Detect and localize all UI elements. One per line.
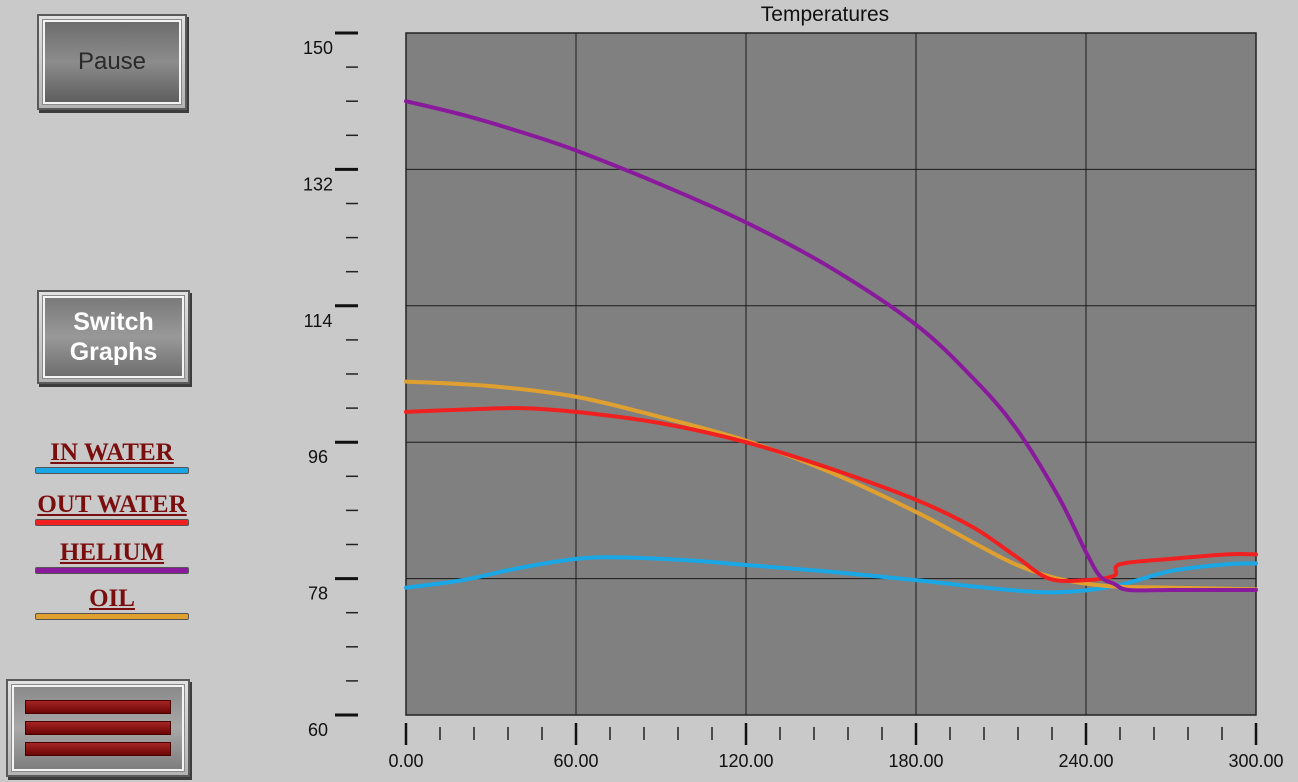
legend-label: OIL xyxy=(89,585,135,612)
y-tick-label: 96 xyxy=(308,447,328,467)
legend-swatch xyxy=(35,467,189,474)
legend-item-in-water: IN WATER xyxy=(30,440,194,474)
menu-button[interactable] xyxy=(6,679,190,777)
y-tick-label: 150 xyxy=(303,38,333,58)
switch-graphs-label: Switch Graphs xyxy=(69,308,158,366)
series-line-in-water xyxy=(404,555,1258,595)
y-tick-label: 78 xyxy=(308,584,328,604)
legend-label: HELIUM xyxy=(59,539,165,566)
pause-button[interactable]: Pause xyxy=(37,14,187,110)
legend-item-out-water: OUT WATER xyxy=(30,492,194,526)
legend-swatch xyxy=(35,519,189,526)
menu-bar-icon xyxy=(25,721,171,735)
legend-label: IN WATER xyxy=(50,439,174,466)
legend-swatch xyxy=(35,613,189,620)
legend-label: OUT WATER xyxy=(37,491,187,518)
y-tick-label: 132 xyxy=(303,174,333,194)
x-tick-label: 60.00 xyxy=(553,751,598,771)
y-tick-label: 60 xyxy=(308,720,328,740)
menu-bar-icon xyxy=(25,742,171,756)
x-tick-label: 120.00 xyxy=(718,751,773,771)
y-tick-label: 114 xyxy=(304,311,333,331)
legend-item-helium: HELIUM xyxy=(30,540,194,574)
menu-bar-icon xyxy=(25,700,171,714)
legend-swatch xyxy=(35,567,189,574)
plot-area xyxy=(405,32,1257,716)
x-tick-label: 240.00 xyxy=(1058,751,1113,771)
x-tick-label: 300.00 xyxy=(1228,751,1283,771)
chart-title: Temperatures xyxy=(761,3,889,26)
x-tick-label: 0.00 xyxy=(388,751,423,771)
pause-button-label: Pause xyxy=(77,48,147,75)
x-tick-label: 180.00 xyxy=(888,751,943,771)
switch-graphs-button[interactable]: Switch Graphs xyxy=(37,290,190,384)
series-line-oil xyxy=(404,379,1258,592)
series-line-helium xyxy=(404,99,1258,593)
legend-item-oil: OIL xyxy=(30,586,194,620)
series-line-out-water xyxy=(404,406,1258,584)
